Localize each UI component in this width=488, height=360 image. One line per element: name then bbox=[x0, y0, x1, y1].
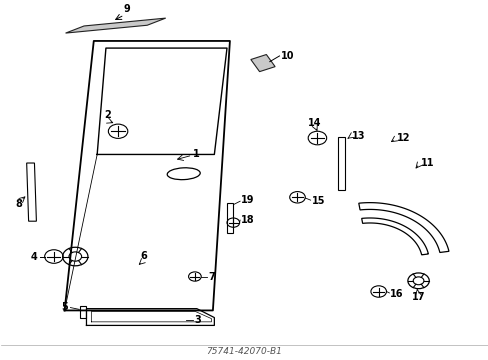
Text: 17: 17 bbox=[411, 292, 425, 302]
Text: 7: 7 bbox=[208, 271, 215, 282]
Text: 3: 3 bbox=[194, 315, 200, 325]
Text: 6: 6 bbox=[140, 251, 146, 261]
Text: 16: 16 bbox=[389, 289, 403, 299]
Text: 1: 1 bbox=[192, 149, 199, 159]
Text: 18: 18 bbox=[241, 215, 254, 225]
Polygon shape bbox=[250, 54, 275, 72]
Text: 19: 19 bbox=[241, 195, 254, 206]
Text: 4: 4 bbox=[31, 252, 38, 261]
Text: 75741-42070-B1: 75741-42070-B1 bbox=[206, 347, 282, 356]
Polygon shape bbox=[65, 18, 165, 33]
Text: 10: 10 bbox=[281, 51, 294, 61]
Text: 9: 9 bbox=[123, 4, 130, 14]
Text: 14: 14 bbox=[307, 118, 321, 129]
Text: 12: 12 bbox=[396, 133, 409, 143]
Text: 11: 11 bbox=[420, 158, 433, 168]
Text: 13: 13 bbox=[351, 131, 364, 141]
Text: 2: 2 bbox=[104, 110, 111, 120]
Text: 15: 15 bbox=[311, 196, 325, 206]
Text: 8: 8 bbox=[15, 199, 22, 210]
Text: 5: 5 bbox=[61, 302, 68, 312]
